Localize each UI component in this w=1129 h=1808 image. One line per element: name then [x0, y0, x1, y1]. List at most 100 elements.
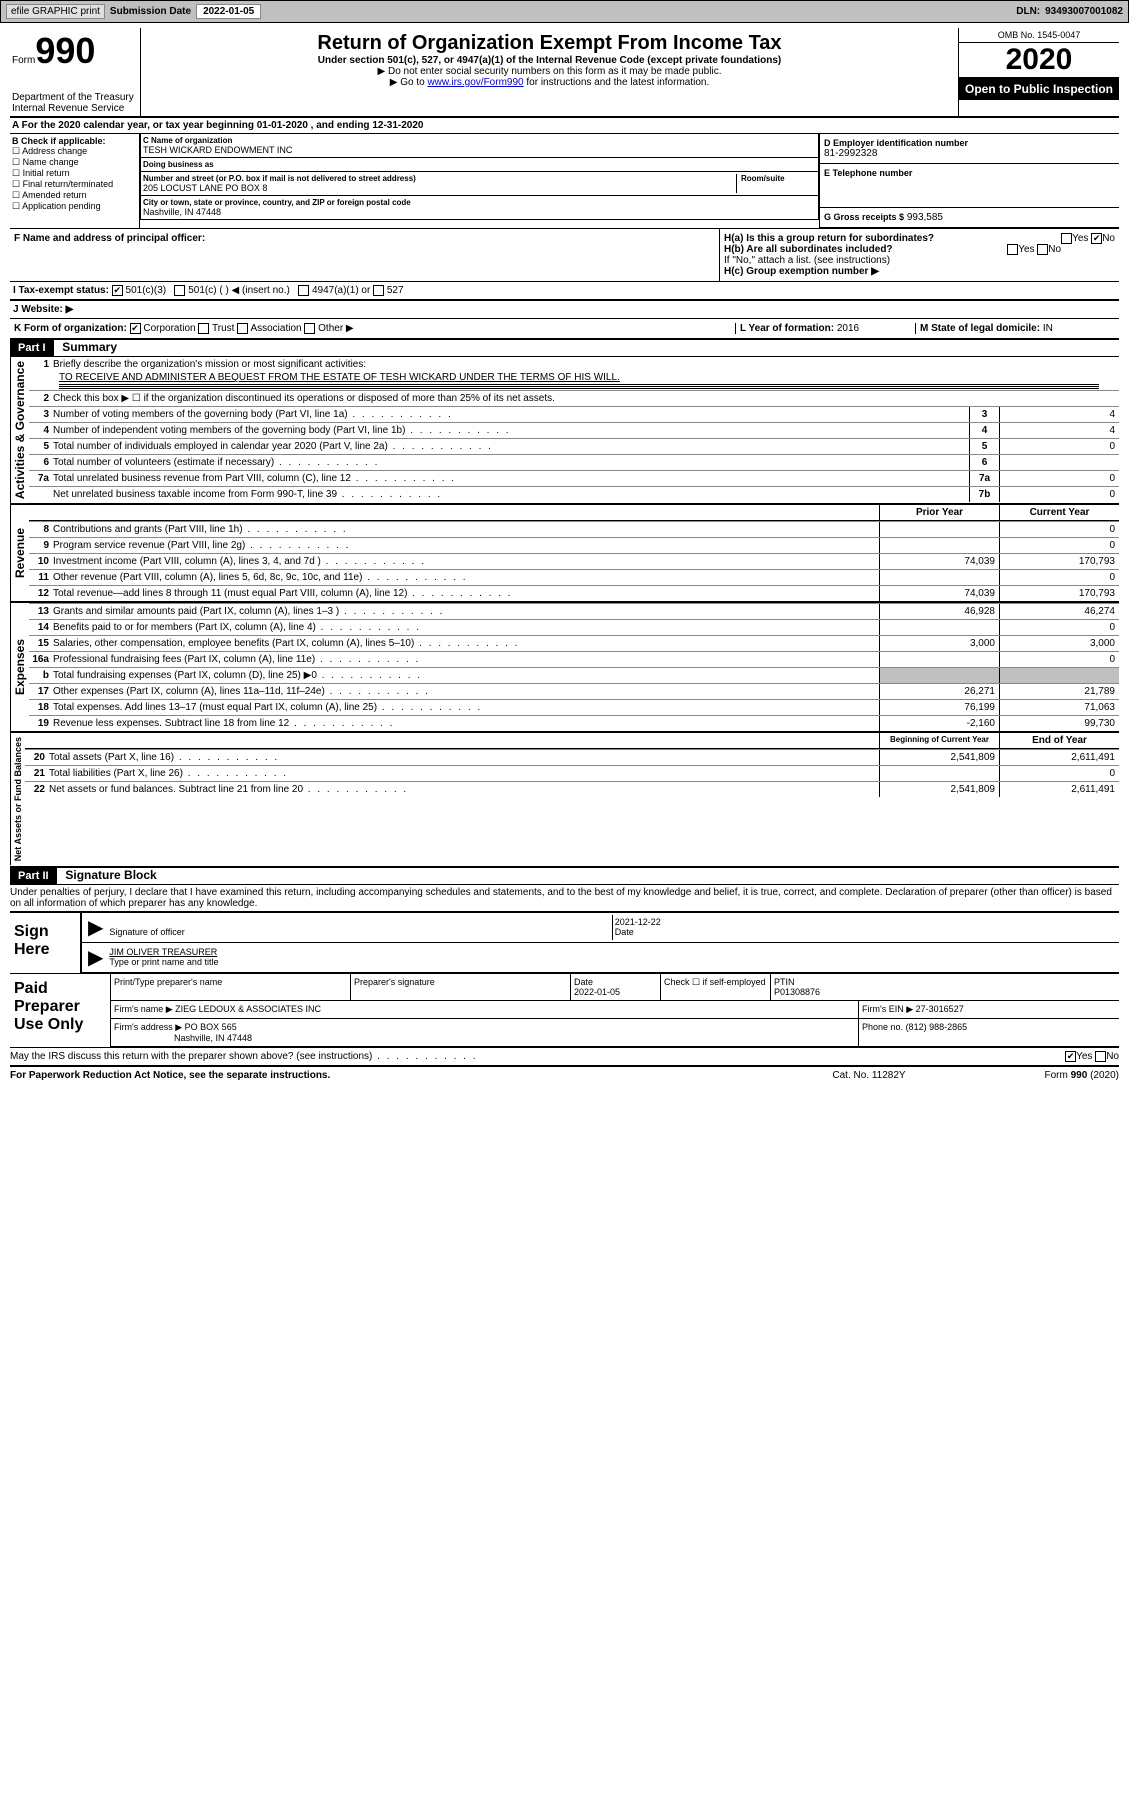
top-header-bar: efile GRAPHIC print Submission Date 2022…	[0, 0, 1129, 23]
subtitle: Under section 501(c), 527, or 4947(a)(1)…	[145, 55, 954, 66]
col-b-checkboxes: B Check if applicable: ☐ Address change …	[10, 134, 140, 228]
discuss-no: No	[1106, 1051, 1119, 1062]
data-line: 11 Other revenue (Part VIII, column (A),…	[29, 569, 1119, 585]
527: 527	[387, 285, 404, 296]
form-ref: Form 990 (2020)	[969, 1070, 1119, 1081]
data-line: 8 Contributions and grants (Part VIII, l…	[29, 521, 1119, 537]
entity-info: B Check if applicable: ☐ Address change …	[10, 134, 1119, 228]
part1-badge: Part I	[10, 340, 54, 356]
dln-label: DLN:	[1016, 6, 1040, 17]
data-line: 21 Total liabilities (Part X, line 26) 0	[25, 765, 1119, 781]
paperwork-notice: For Paperwork Reduction Act Notice, see …	[10, 1070, 769, 1081]
current-year-hdr: Current Year	[999, 505, 1119, 520]
efile-print-button[interactable]: efile GRAPHIC print	[6, 4, 105, 19]
governance-section: Activities & Governance 1Briefly describ…	[10, 357, 1119, 505]
data-line: 20 Total assets (Part X, line 16) 2,541,…	[25, 749, 1119, 765]
dept-label: Department of the Treasury Internal Reve…	[12, 92, 138, 114]
hc-label: H(c) Group exemption number ▶	[724, 266, 879, 277]
501c3: 501(c)(3)	[126, 285, 167, 296]
form-org-label: K Form of organization:	[14, 323, 127, 334]
ptin: P01308876	[774, 987, 820, 997]
gross-cell: G Gross receipts $ 993,585	[820, 208, 1119, 228]
org-name: TESH WICKARD ENDOWMENT INC	[143, 145, 816, 155]
netassets-section: Net Assets or Fund Balances Beginning of…	[10, 733, 1119, 867]
form-number: 990	[35, 30, 95, 72]
chk-amended[interactable]: ☐ Amended return	[12, 190, 137, 201]
year-formation: 2016	[837, 323, 859, 334]
sign-here-label: Sign Here	[10, 913, 80, 973]
data-line: 18 Total expenses. Add lines 13–17 (must…	[29, 699, 1119, 715]
501c: 501(c) ( ) ◀ (insert no.)	[188, 285, 290, 296]
expenses-sidebar: Expenses	[10, 603, 29, 731]
org-name-box: C Name of organization TESH WICKARD ENDO…	[140, 134, 819, 158]
row-i: I Tax-exempt status: ✔ 501(c)(3) 501(c) …	[10, 281, 1119, 300]
ein-value: 81-2992328	[824, 148, 1115, 159]
principal-officer-label: F Name and address of principal officer:	[14, 233, 205, 244]
city-value: Nashville, IN 47448	[143, 207, 816, 217]
ptin-label: PTIN	[774, 977, 795, 987]
no-label2: No	[1048, 244, 1061, 255]
sig-officer-label: Signature of officer	[109, 927, 609, 937]
chk-name-change[interactable]: ☐ Name change	[12, 157, 137, 168]
part2-title: Signature Block	[59, 866, 162, 884]
data-line: 17 Other expenses (Part IX, column (A), …	[29, 683, 1119, 699]
addr-label: Number and street (or P.O. box if mail i…	[143, 174, 736, 183]
chk-pending[interactable]: ☐ Application pending	[12, 201, 137, 212]
row-f: F Name and address of principal officer:…	[10, 228, 1119, 281]
col-right: D Employer identification number 81-2992…	[819, 134, 1119, 228]
note-link: ▶ Go to www.irs.gov/Form990 for instruct…	[145, 77, 954, 88]
data-line: 13 Grants and similar amounts paid (Part…	[29, 603, 1119, 619]
ein-cell: D Employer identification number 81-2992…	[820, 134, 1119, 164]
data-line: 15 Salaries, other compensation, employe…	[29, 635, 1119, 651]
no-label: No	[1102, 233, 1115, 244]
tel-label: E Telephone number	[824, 168, 1115, 178]
col-c: C Name of organization TESH WICKARD ENDO…	[140, 134, 819, 228]
data-line: 12 Total revenue—add lines 8 through 11 …	[29, 585, 1119, 601]
row-j: J Website: ▶	[10, 300, 1119, 319]
prep-date: 2022-01-05	[574, 987, 620, 997]
city-label: City or town, state or province, country…	[143, 198, 816, 207]
perjury-text: Under penalties of perjury, I declare th…	[10, 885, 1119, 911]
ein-label: D Employer identification number	[824, 138, 1115, 148]
tax-year: 2020	[959, 43, 1119, 78]
self-employed-label: Check ☐ if self-employed	[661, 974, 771, 1000]
open-inspection: Open to Public Inspection	[959, 78, 1119, 100]
hb-note: If "No," attach a list. (see instruction…	[724, 255, 1115, 266]
part2-badge: Part II	[10, 868, 57, 884]
gov-line: 6 Total number of volunteers (estimate i…	[29, 454, 1119, 470]
gov-line: 3 Number of voting members of the govern…	[29, 406, 1119, 422]
data-line: 10 Investment income (Part VIII, column …	[29, 553, 1119, 569]
sign-arrow-icon: ▶	[84, 915, 107, 940]
data-line: 9 Program service revenue (Part VIII, li…	[29, 537, 1119, 553]
end-year-hdr: End of Year	[999, 733, 1119, 748]
firm-ein: 27-3016527	[916, 1004, 964, 1014]
domicile-label: M State of legal domicile:	[920, 323, 1040, 334]
submission-date-value: 2022-01-05	[196, 4, 261, 19]
hb-label: H(b) Are all subordinates included?	[724, 244, 893, 255]
chk-final-return[interactable]: ☐ Final return/terminated	[12, 179, 137, 190]
note2-post: for instructions and the latest informat…	[524, 77, 710, 88]
page-footer: For Paperwork Reduction Act Notice, see …	[10, 1065, 1119, 1084]
note2-pre: ▶ Go to	[390, 77, 428, 88]
form-container: Form 990 Department of the Treasury Inte…	[0, 23, 1129, 1089]
firm-addr1: PO BOX 565	[185, 1022, 237, 1032]
addr-box: Number and street (or P.O. box if mail i…	[140, 172, 819, 196]
note-ssn: ▶ Do not enter social security numbers o…	[145, 66, 954, 77]
ha-label: H(a) Is this a group return for subordin…	[724, 233, 934, 244]
sign-date: 2021-12-22	[615, 917, 1115, 927]
chk-address-change[interactable]: ☐ Address change	[12, 146, 137, 157]
cat-no: Cat. No. 11282Y	[769, 1070, 969, 1081]
tax-exempt-label: I Tax-exempt status:	[13, 285, 109, 296]
discuss-yes: Yes	[1076, 1051, 1092, 1062]
tel-cell: E Telephone number	[820, 164, 1119, 208]
room-label: Room/suite	[741, 174, 816, 183]
form990-link[interactable]: www.irs.gov/Form990	[427, 77, 523, 88]
trust: Trust	[212, 323, 234, 334]
corp: Corporation	[143, 323, 195, 334]
title-block: Return of Organization Exempt From Incom…	[140, 28, 959, 116]
colb-header: B Check if applicable:	[12, 136, 137, 146]
omb-number: OMB No. 1545-0047	[959, 28, 1119, 43]
gov-line: 4 Number of independent voting members o…	[29, 422, 1119, 438]
chk-initial-return[interactable]: ☐ Initial return	[12, 168, 137, 179]
officer-name-label: Type or print name and title	[109, 957, 1115, 967]
